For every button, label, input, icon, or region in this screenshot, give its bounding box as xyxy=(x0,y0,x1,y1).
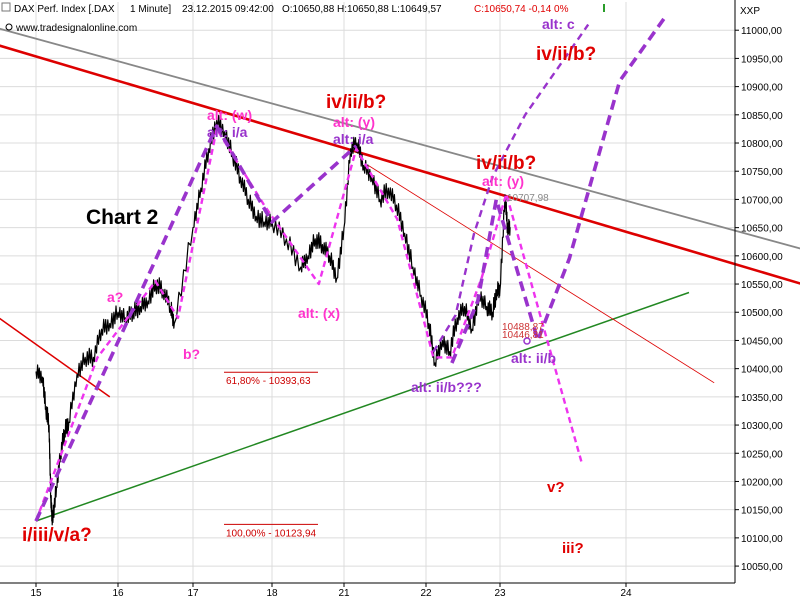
header-interval: 1 Minute] xyxy=(130,4,171,15)
y-tick-label: 10050,00 xyxy=(741,562,783,573)
wave-path-magenta xyxy=(34,127,584,522)
x-tick-label: 21 xyxy=(338,588,350,599)
x-tick-label: 24 xyxy=(620,588,632,599)
y-tick-label: 10150,00 xyxy=(741,506,783,517)
y-tick-label: 10600,00 xyxy=(741,252,783,263)
price-series xyxy=(35,114,511,526)
y-tick-label: 10800,00 xyxy=(741,139,783,150)
x-tick-label: 23 xyxy=(494,588,506,599)
y-tick-label: 10400,00 xyxy=(741,365,783,376)
wave-annotation: a? xyxy=(107,289,123,305)
wave-annotation: i/iii/v/a? xyxy=(22,525,92,546)
current-price-dot-icon xyxy=(523,337,531,345)
wave-annotation: iii? xyxy=(562,540,584,557)
header-ohlc: O:10650,88 H:10650,88 L:10649,57 xyxy=(282,4,442,15)
y-tick-label: 11000,00 xyxy=(741,26,782,37)
wave-annotation: iv/ii/b? xyxy=(326,92,386,113)
x-tick-label: 15 xyxy=(30,588,42,599)
y-tick-label: 10950,00 xyxy=(741,54,783,65)
y-tick-label: 10750,00 xyxy=(741,167,783,178)
header-symbol: DAX Perf. Index [.DAX xyxy=(14,4,115,15)
wave-annotation: alt: ii/b??? xyxy=(411,379,482,395)
wave-annotation: alt: i/a xyxy=(207,124,248,140)
price-line xyxy=(35,114,511,526)
header: DAX Perf. Index [.DAX 1 Minute] 23.12.20… xyxy=(1,2,760,34)
price-tag-label: 10707,98 xyxy=(507,193,549,204)
x-tick-label: 16 xyxy=(112,588,124,599)
x-tick-label: 22 xyxy=(420,588,432,599)
y-tick-label: 10650,00 xyxy=(741,224,783,235)
resistance-line-gray xyxy=(0,27,800,250)
wave-annotation: Chart 2 xyxy=(86,206,158,229)
trendlines xyxy=(0,27,800,522)
y-tick-label: 10200,00 xyxy=(741,477,783,488)
y-tick-label: 10550,00 xyxy=(741,280,783,291)
wave-path-purple xyxy=(450,17,666,364)
wave-annotation: alt: i/a xyxy=(333,131,374,147)
trendline-red-short xyxy=(0,317,111,398)
copyright-icon xyxy=(5,23,13,31)
x-tick-label: 18 xyxy=(266,588,278,599)
axes: 10050,00 10100,00 10150,00 10200,00 10250,00… xyxy=(0,0,783,599)
wave-path-purple xyxy=(34,124,358,522)
price-tag-label: 10446,81 xyxy=(502,330,544,341)
wave-annotation: v? xyxy=(547,479,565,496)
header-change: C:10650,74 -0,14 0% xyxy=(474,4,569,15)
fib-level-label: 61,80% - 10393,63 xyxy=(226,376,311,387)
wave-annotation: alt: (x) xyxy=(298,305,340,321)
resistance-line-red xyxy=(0,44,800,285)
wave-annotation: b? xyxy=(183,346,200,362)
wave-annotation: alt: ii/b xyxy=(511,350,556,366)
header-datetime: 23.12.2015 09:42:00 xyxy=(182,4,274,15)
wave-annotation: iv/ii/b? xyxy=(476,153,536,174)
price-tag-label: 10488,87 xyxy=(502,322,544,333)
x-tick-label: 17 xyxy=(187,588,199,599)
wave-annotation: alt: (y) xyxy=(482,173,524,189)
fibonacci-levels: 61,80% - 10393,63 100,00% - 10123,94 xyxy=(224,371,318,539)
y-tick-label: 10300,00 xyxy=(741,421,783,432)
y-tick-label: 10250,00 xyxy=(741,449,783,460)
header-website: www.tradesignalonline.com xyxy=(15,23,137,34)
trendline-red-thin xyxy=(368,165,715,384)
wave-annotation: alt: (w) xyxy=(207,107,252,123)
wave-annotation: iv/ii/b? xyxy=(536,44,596,65)
y-tick-label: 10100,00 xyxy=(741,534,783,545)
y-tick-label: 10850,00 xyxy=(741,111,783,122)
fib-level-label: 100,00% - 10123,94 xyxy=(226,528,317,539)
wave-annotation: alt: c xyxy=(542,16,575,32)
support-line-green xyxy=(35,291,690,522)
y-tick-label: 10700,00 xyxy=(741,195,783,206)
last-price-marker-icon xyxy=(603,4,605,12)
exchange-label: XXP xyxy=(740,6,760,17)
y-tick-label: 10350,00 xyxy=(741,393,783,404)
annotations: Chart 2i/iii/v/a?a?b?alt: (w)alt: i/aiv/… xyxy=(22,16,596,557)
y-tick-label: 10500,00 xyxy=(741,308,783,319)
y-tick-label: 10450,00 xyxy=(741,336,783,347)
expand-box-icon[interactable] xyxy=(1,2,11,12)
y-tick-label: 10900,00 xyxy=(741,83,783,94)
wave-path-purple-thin xyxy=(432,23,590,353)
wave-annotation: alt: (y) xyxy=(333,114,375,130)
